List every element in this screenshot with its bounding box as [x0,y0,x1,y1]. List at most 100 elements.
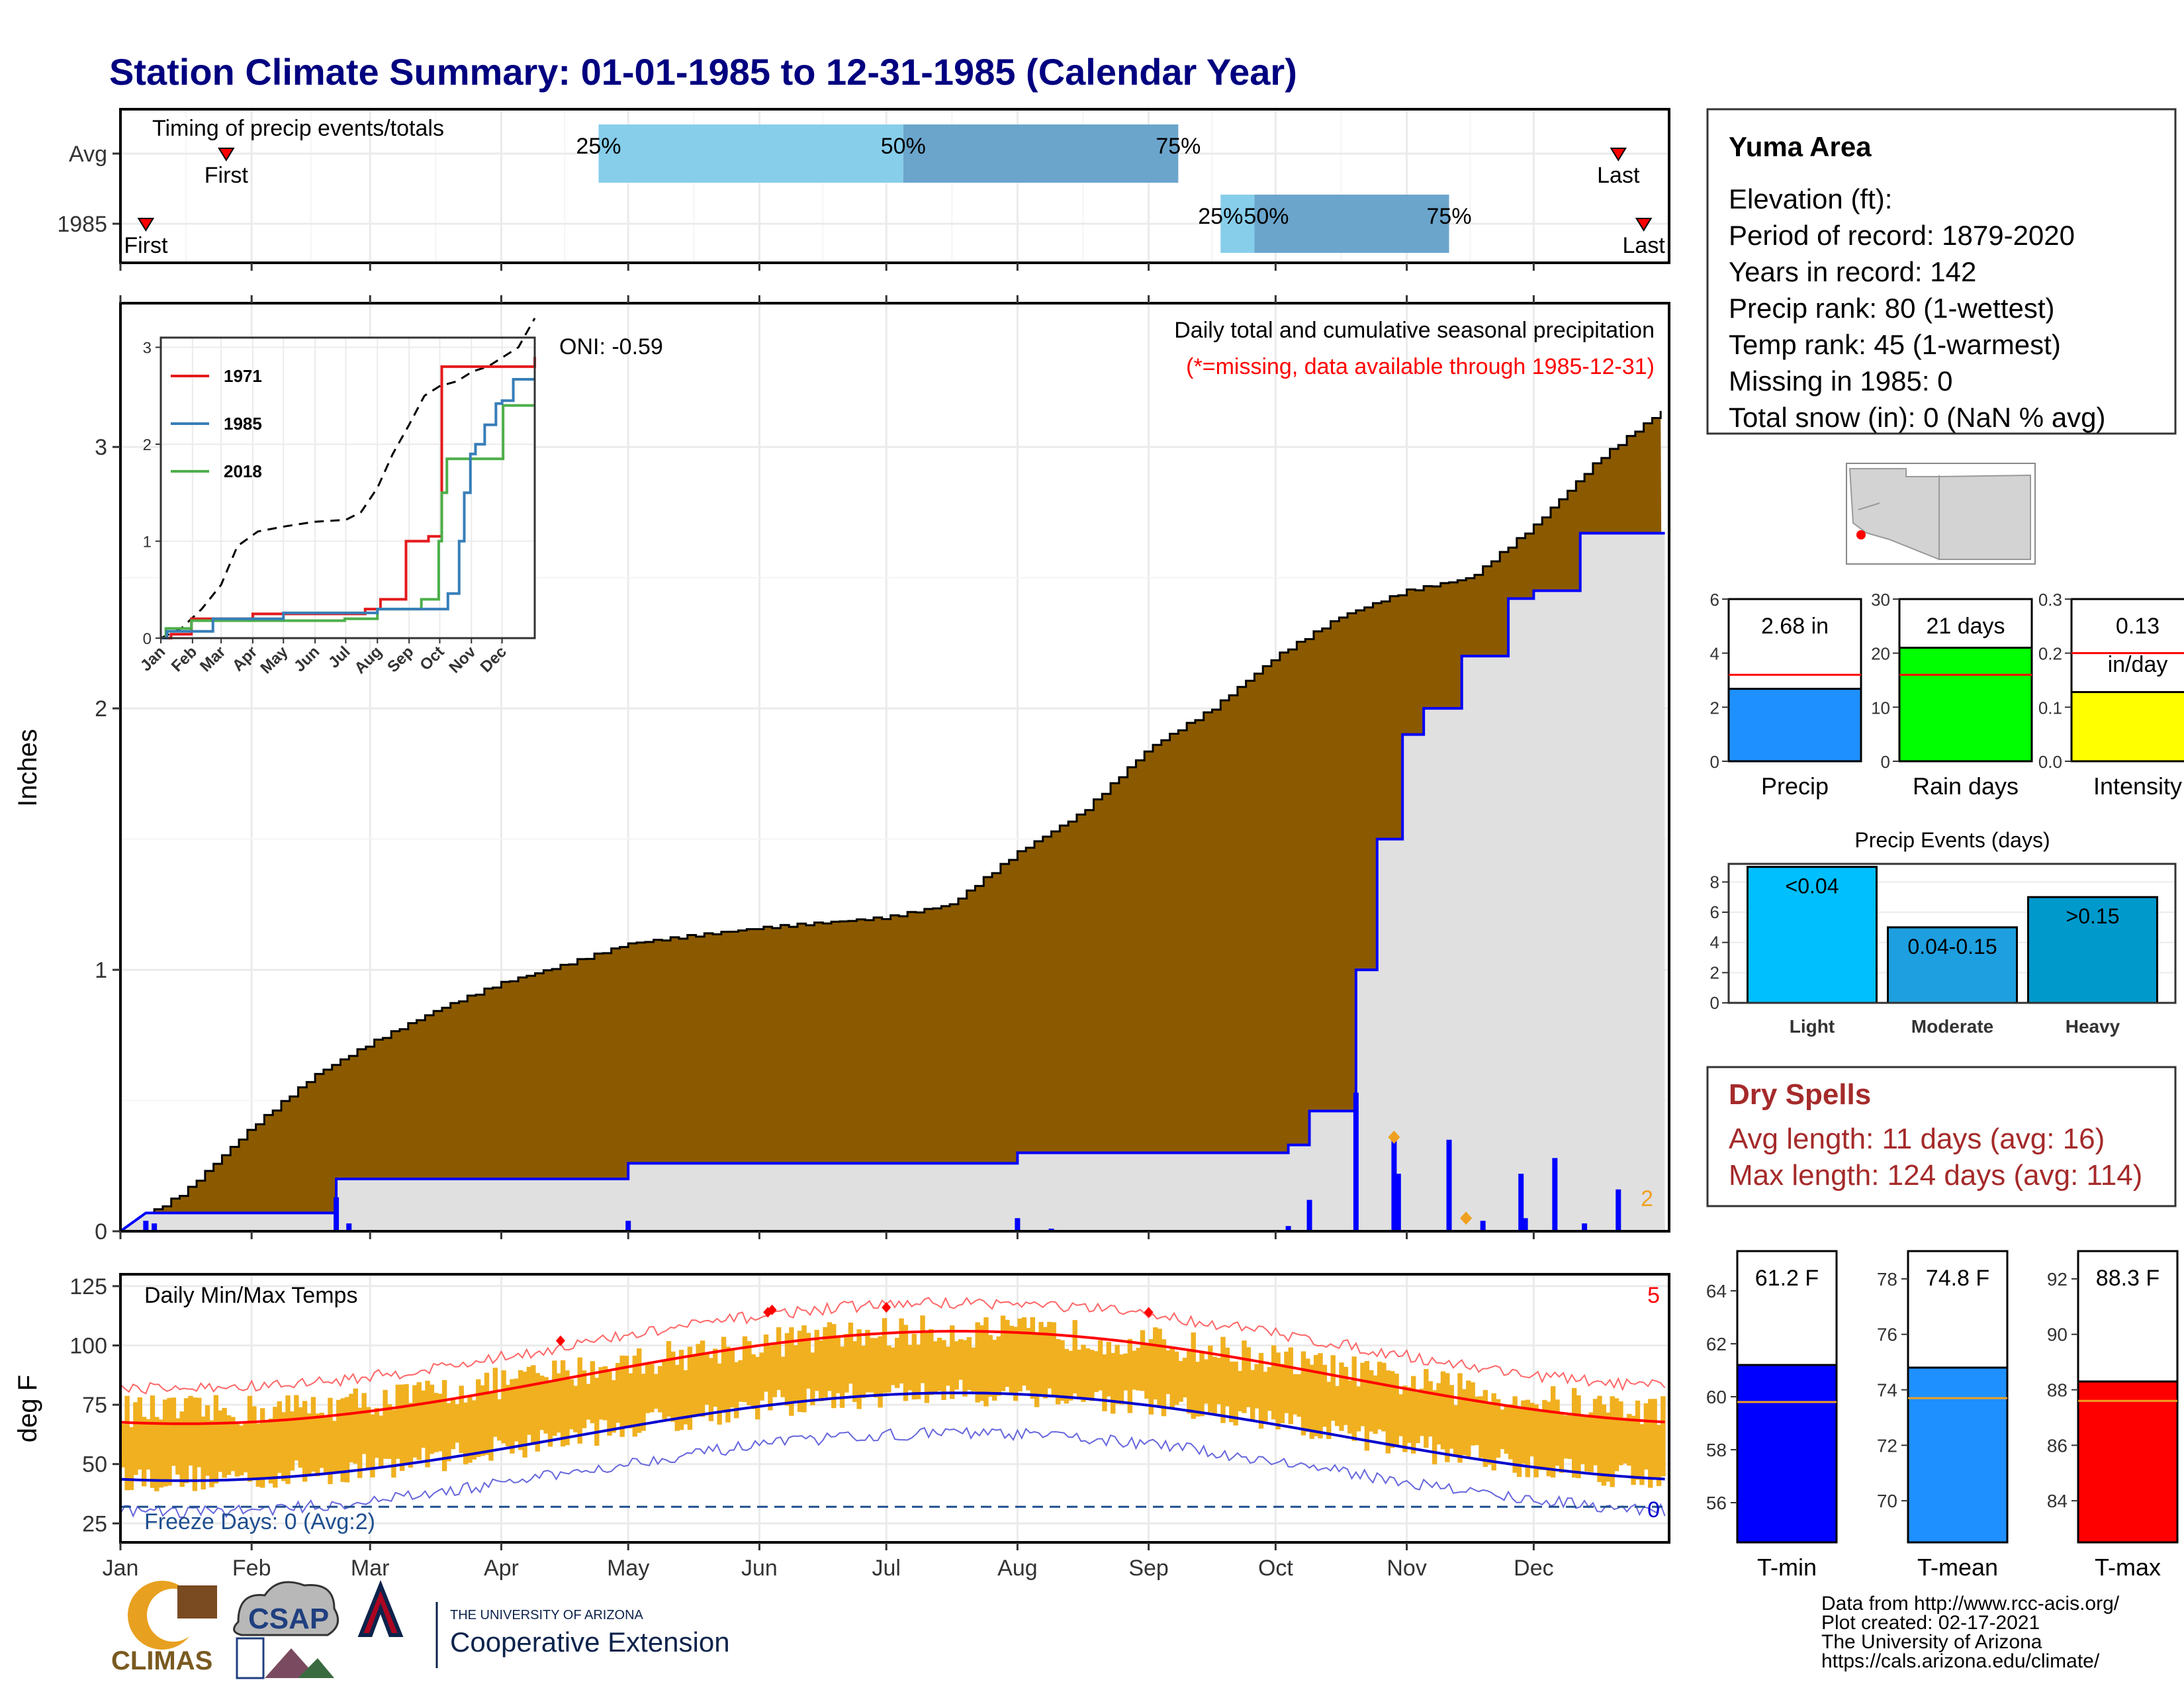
daily-temp-bar [353,1388,359,1464]
dry-spells-avg: Avg length: 11 days (avg: 16) [1729,1123,2105,1155]
daily-temp-bar [1461,1389,1467,1456]
daily-temp-bar [1504,1406,1510,1454]
daily-temp-bar [1208,1345,1213,1413]
daily-temp-bar [895,1337,900,1388]
daily-temp-bar [1005,1319,1010,1387]
daily-temp-bar [759,1352,764,1401]
daily-temp-bar [492,1368,498,1437]
climas-logo: CLIMAS [111,1581,217,1675]
daily-temp-bar [1305,1358,1310,1432]
daily-temp-bar [497,1399,502,1441]
daily-temp-bar [420,1390,426,1448]
daily-temp-bar [1555,1399,1560,1466]
temp-bar-value-label: 74.8 F [1926,1266,1989,1291]
daily-temp-bar [158,1419,163,1488]
ua-logo-top-text: THE UNIVERSITY OF ARIZONA [450,1608,644,1622]
daily-temp-bar [1466,1380,1471,1457]
precip-y-tick-label: 1 [95,958,107,983]
daily-temp-bar [124,1395,130,1491]
small-bar-y-tick-label: 20 [1871,644,1890,664]
daily-temp-bar [183,1398,189,1483]
daily-temp-bar [1115,1344,1120,1404]
daily-temp-bar [1169,1348,1175,1409]
daily-temp-bar [1318,1353,1323,1438]
daily-temp-bar [1355,1386,1361,1432]
daily-temp-bar [404,1383,409,1464]
event-bar [2027,896,2158,1004]
daily-temp-bar [1064,1348,1069,1404]
daily-temp-bar [1055,1338,1061,1405]
daily-temp-bar [416,1382,422,1460]
daily-temp-bar [933,1341,938,1393]
daily-temp-bar [1537,1410,1543,1470]
daily-temp-bar [1309,1364,1314,1439]
daily-temp-bar [298,1407,303,1468]
daily-temp-bar [446,1403,451,1462]
daily-temp-bar [1254,1364,1259,1409]
daily-temp-bar [573,1385,578,1432]
daily-temp-bar [1275,1352,1281,1430]
daily-temp-bar [983,1317,989,1407]
daily-temp-bar [1563,1415,1569,1459]
daily-temp-bar [476,1379,481,1458]
climas-logo-text: CLIMAS [111,1646,212,1675]
daily-temp-bar [721,1336,727,1411]
daily-temp-bar [1559,1412,1565,1473]
daily-temp-bar [459,1385,464,1453]
hot-count: 5 [1647,1283,1660,1308]
daily-temp-bar [856,1329,862,1409]
daily-temp-bar [1521,1400,1526,1464]
missing-marker [1388,1130,1400,1144]
daily-temp-bar [1212,1356,1217,1414]
month-tick-label: Mar [351,1556,390,1581]
daily-temp-bar [700,1340,705,1417]
daily-temp-bar [1009,1325,1015,1394]
daily-temp-bar [192,1397,198,1491]
daily-temp-bar [1440,1371,1446,1450]
daily-temp-bar [349,1393,354,1463]
temp-y-tick-label: 75 [82,1393,107,1418]
daily-temp-bar [590,1361,596,1424]
last-event-label: Last [1597,163,1640,188]
daily-temp-bar [1491,1393,1496,1471]
daily-temp-bar [818,1340,824,1401]
credit-line-4: https://cals.arizona.edu/climate/ [1821,1650,2100,1672]
daily-temp-bar [1195,1362,1201,1417]
daily-temp-bar [619,1355,625,1437]
daily-temp-bar [1661,1396,1666,1477]
q50-label: 50% [881,134,926,159]
daily-temp-bar [328,1397,333,1485]
temp-y-tick-label: 50 [82,1452,107,1477]
daily-temp-bar [412,1385,418,1458]
daily-temp-bar [1411,1376,1416,1454]
daily-temp-bar [556,1373,561,1433]
inset-frame [159,336,536,639]
daily-temp-bar [1436,1383,1441,1445]
daily-temp-bar [755,1356,760,1420]
daily-temp-bar [1402,1385,1408,1452]
daily-temp-bar [319,1413,324,1468]
daily-temp-bar [1592,1399,1598,1466]
daily-temp-bar [1267,1367,1273,1411]
temp-bar-y-tick-label: 70 [1877,1491,1897,1511]
daily-temp-bar [929,1329,934,1395]
temp-bar-y-tick-label: 64 [1706,1281,1727,1301]
daily-temp-bar [437,1393,443,1452]
daily-temp-bar [793,1345,798,1403]
daily-temp-bar [581,1370,587,1429]
daily-temp-bar [188,1395,193,1466]
daily-temp-bar [814,1329,819,1391]
daily-temp-bar [560,1360,566,1447]
temp-bar-y-tick-label: 78 [1877,1269,1897,1289]
daily-temp-bar [1457,1373,1463,1463]
small-bar-y-tick-label: 0.3 [2038,590,2062,610]
daily-temp-bar [1631,1415,1636,1485]
events-y-tick-label: 8 [1710,872,1719,892]
daily-temp-bar [683,1370,688,1425]
daily-temp-bar [1639,1424,1645,1485]
small-bar-value-label: 2.68 in [1761,614,1829,639]
precip-frame [119,302,1670,1233]
record-high-line [120,1296,1666,1395]
temp-bar-y-tick-label: 62 [1706,1334,1727,1354]
daily-temp-bar [1347,1380,1353,1434]
